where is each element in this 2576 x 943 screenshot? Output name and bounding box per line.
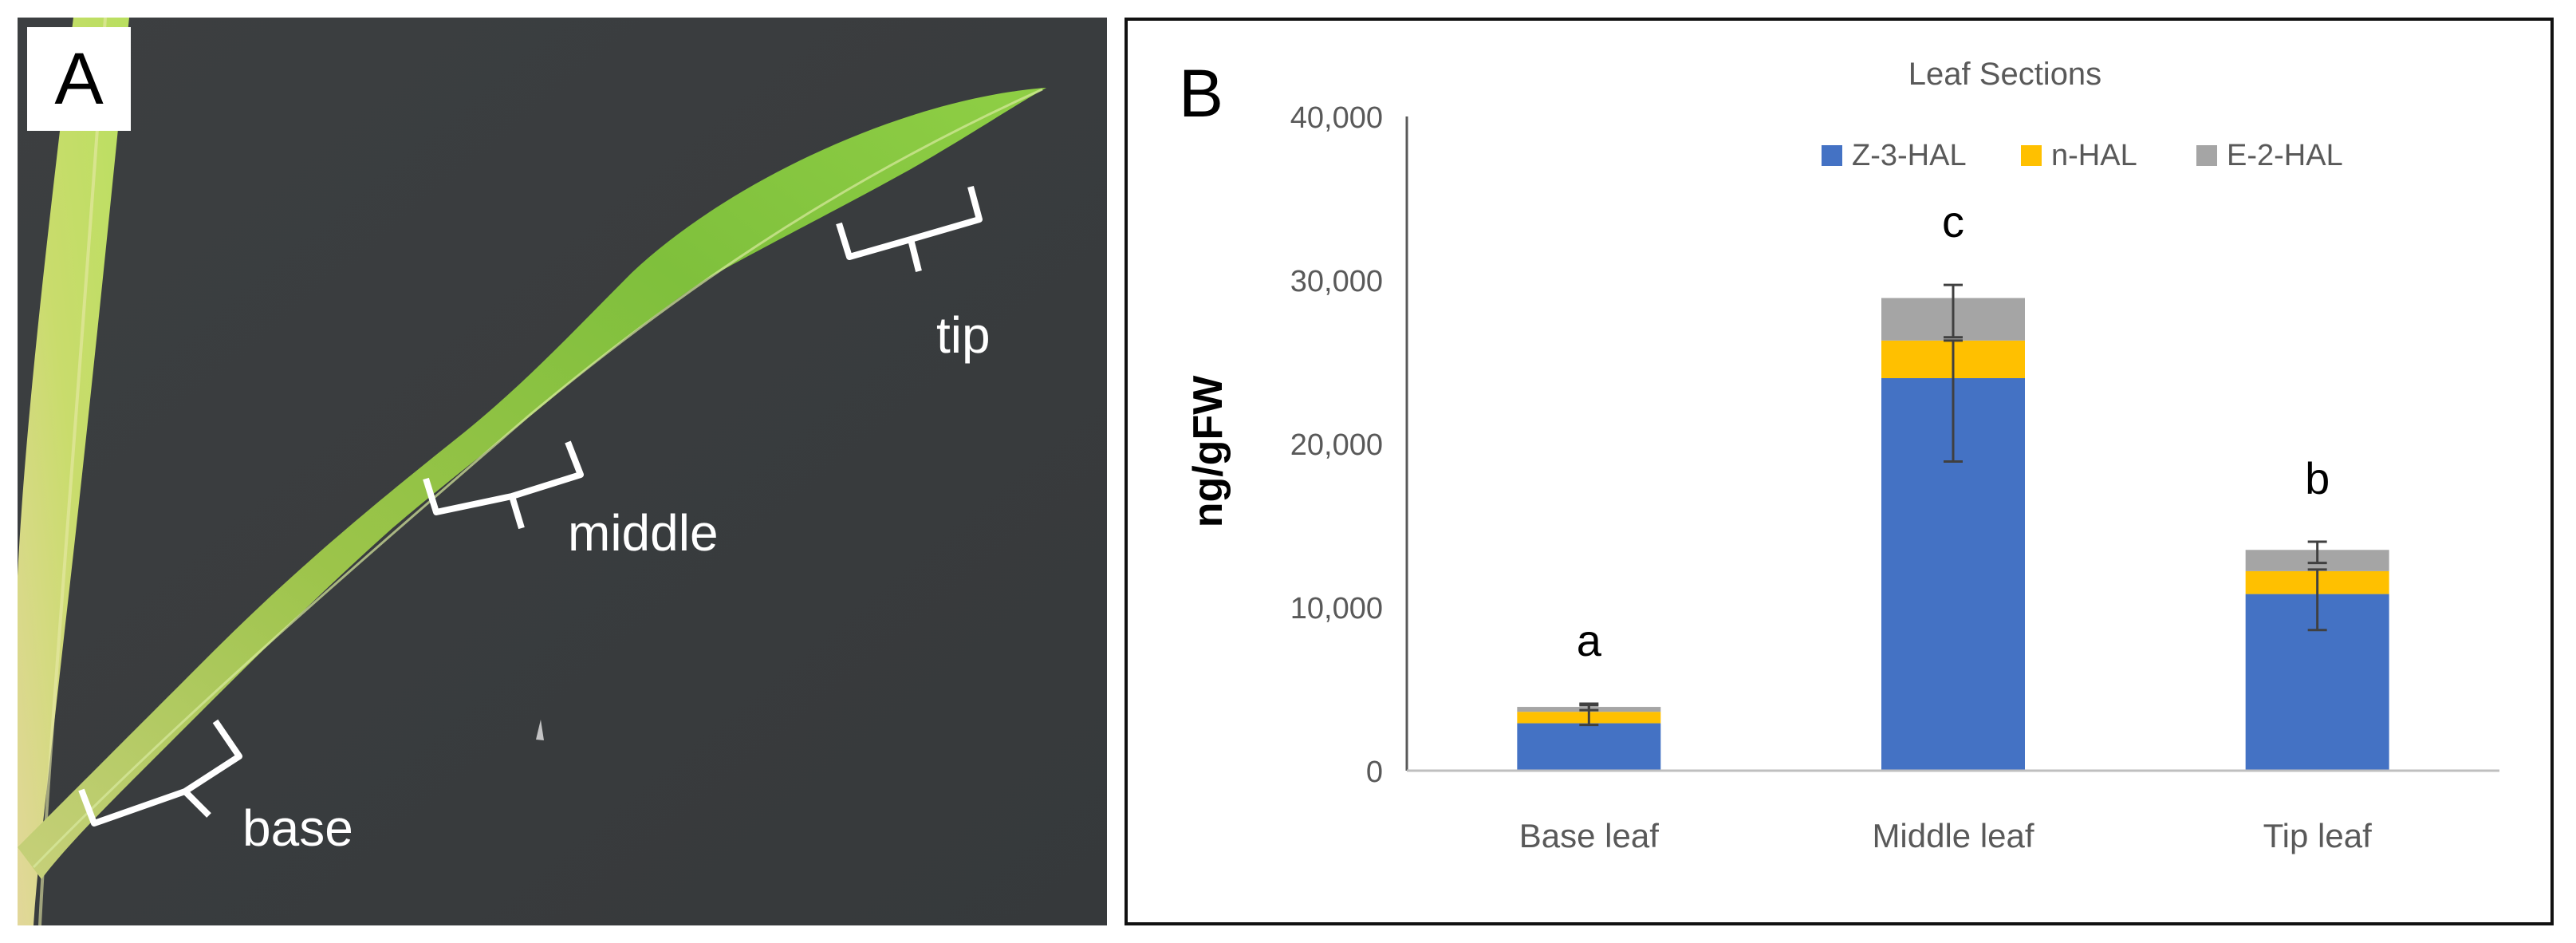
y-tick-label: 30,000 xyxy=(1290,265,1383,298)
legend-swatch xyxy=(2196,145,2217,166)
significance-letter-tip-leaf: b xyxy=(2305,453,2330,503)
panel-b-letter: B xyxy=(1178,55,1224,131)
significance-letter-middle-leaf: c xyxy=(1942,196,1964,247)
chart-legend: Z-3-HAL n-HAL E-2-HAL xyxy=(1822,139,2343,172)
x-tick-label: Middle leaf xyxy=(1872,817,2034,854)
stacked-bar-chart: Leaf Sections Z-3-HAL n-HAL E-2-HAL ng/gFW… xyxy=(1185,57,2499,854)
significance-letters: a c b xyxy=(1577,196,2330,665)
legend-label: E-2-HAL xyxy=(2227,139,2343,172)
y-tick-label: 10,000 xyxy=(1290,592,1383,625)
leaf-photo: tip middle base xyxy=(18,18,1107,925)
legend-item-n-hal: n-HAL xyxy=(2021,139,2137,172)
error-bar xyxy=(1579,702,1599,712)
error-bar xyxy=(2307,540,2327,565)
x-tick-label: Base leaf xyxy=(1519,817,1659,854)
bar-base-leaf-z-3-hal xyxy=(1517,723,1661,771)
y-tick-label: 40,000 xyxy=(1290,101,1383,135)
panel-a-letter: A xyxy=(27,27,131,131)
y-axis-ticks: 0 10,000 20,000 30,000 40,000 xyxy=(1290,101,1383,789)
legend-swatch xyxy=(1822,145,1842,166)
y-tick-label: 20,000 xyxy=(1290,428,1383,462)
photo-background xyxy=(18,18,1107,925)
x-axis-ticks: Base leaf Middle leaf Tip leaf xyxy=(1519,817,2372,854)
legend-label: Z-3-HAL xyxy=(1852,139,1967,172)
label-base: base xyxy=(242,799,353,857)
error-bar xyxy=(2307,568,2327,632)
legend-item-e-2-hal: E-2-HAL xyxy=(2196,139,2343,172)
base-bracket xyxy=(78,719,242,827)
error-bar xyxy=(1944,339,1963,464)
x-tick-label: Tip leaf xyxy=(2263,817,2373,854)
legend-swatch xyxy=(2021,145,2042,166)
chart-panel: B Leaf Sections Z-3-HAL n-HAL E-2-HAL ng/g… xyxy=(1125,18,2554,925)
legend-label: n-HAL xyxy=(2051,139,2137,172)
leaf-midrib xyxy=(32,88,1043,869)
chart-title: Leaf Sections xyxy=(1908,57,2101,92)
label-middle: middle xyxy=(568,504,719,562)
upright-leaf-blade xyxy=(18,18,129,925)
legend-item-z-3-hal: Z-3-HAL xyxy=(1822,139,1967,172)
tip-bracket xyxy=(836,185,983,272)
significance-letter-base-leaf: a xyxy=(1577,615,1602,665)
leaf-photo-panel: tip middle base A xyxy=(18,18,1107,925)
label-tip: tip xyxy=(936,306,991,364)
y-tick-label: 0 xyxy=(1366,756,1383,789)
error-bars xyxy=(1579,283,2327,727)
y-axis-label: ng/gFW xyxy=(1185,375,1231,528)
middle-bracket xyxy=(423,440,584,530)
error-bar xyxy=(1944,283,1963,339)
